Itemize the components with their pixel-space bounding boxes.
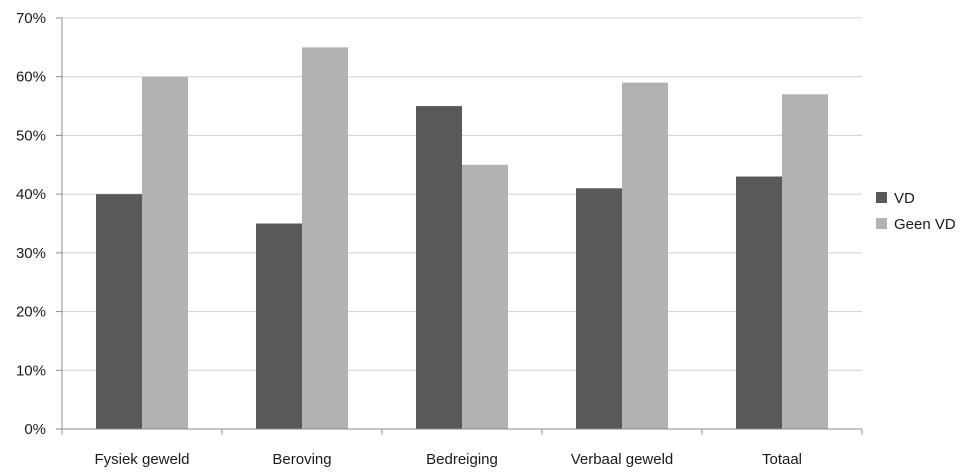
- bar-geen-vd: [462, 164, 508, 430]
- x-category-label: Totaal: [762, 451, 802, 468]
- y-tick-label: 40%: [16, 186, 46, 203]
- bar-vd: [576, 188, 622, 429]
- axes: 0% 10% 20% 30% 40% 50% 60% 70% Fysiek geweld Bero…: [16, 10, 863, 468]
- bar-geen-vd: [622, 82, 668, 429]
- y-tick-label: 20%: [16, 304, 46, 321]
- x-category-label: Verbaal geweld: [571, 451, 674, 468]
- bar-geen-vd: [302, 47, 348, 429]
- x-category-label: Bedreiging: [426, 451, 498, 468]
- y-tick-label: 0%: [24, 421, 46, 438]
- y-tick-label: 70%: [16, 10, 46, 27]
- bar-vd: [256, 223, 302, 429]
- y-tick-label: 50%: [16, 127, 46, 144]
- bar-vd: [416, 106, 462, 430]
- legend-label: VD: [894, 190, 915, 207]
- y-tick-label: 60%: [16, 69, 46, 86]
- legend-label: Geen VD: [894, 216, 956, 233]
- bar-vd: [736, 176, 782, 429]
- legend: VD Geen VD: [876, 190, 956, 233]
- bar-vd: [96, 194, 142, 429]
- x-category-label: Beroving: [272, 451, 331, 468]
- y-tick-label: 30%: [16, 245, 46, 262]
- x-category-label: Fysiek geweld: [94, 451, 189, 468]
- bar-geen-vd: [782, 94, 828, 429]
- legend-swatch: [876, 218, 887, 229]
- y-tick-label: 10%: [16, 362, 46, 379]
- bars: [96, 47, 828, 430]
- legend-swatch: [876, 192, 887, 203]
- bar-geen-vd: [142, 76, 188, 429]
